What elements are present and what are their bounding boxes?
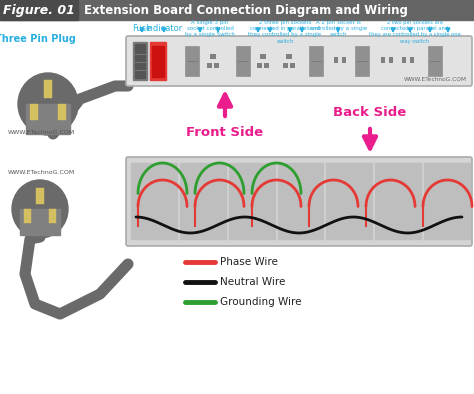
Ellipse shape — [18, 73, 78, 135]
Text: A 2 pin socket is
controlled by a single
switch: A 2 pin socket is controlled by a single… — [309, 20, 367, 37]
Bar — [150, 42, 166, 80]
Bar — [58, 104, 66, 120]
Bar — [0, 0, 474, 20]
Text: 2 two pin sockets are
connected in parallel and
they are controlled by a single : 2 two pin sockets are connected in paral… — [369, 20, 461, 44]
Bar — [135, 44, 145, 78]
Bar — [424, 163, 471, 240]
Bar — [283, 63, 288, 68]
FancyBboxPatch shape — [126, 157, 472, 246]
Bar — [355, 46, 369, 76]
Text: WWW.ETechnoG.COM: WWW.ETechnoG.COM — [8, 130, 75, 134]
Bar — [229, 163, 275, 240]
Bar — [236, 46, 250, 76]
Bar — [342, 57, 346, 63]
Bar — [24, 209, 31, 223]
Bar — [26, 104, 70, 134]
Text: A single 3 pin
socket controlled
by a single Switch: A single 3 pin socket controlled by a si… — [185, 20, 235, 37]
Bar — [49, 209, 56, 223]
Text: Extension Board Connection Diagram and Wiring: Extension Board Connection Diagram and W… — [84, 4, 408, 17]
Text: Grounding Wire: Grounding Wire — [220, 297, 301, 307]
Bar — [410, 57, 414, 63]
Bar — [260, 54, 266, 59]
Bar — [44, 80, 52, 98]
Bar — [180, 163, 227, 240]
Text: Back Side: Back Side — [333, 106, 407, 119]
Bar — [309, 46, 323, 76]
Text: WWW.ETechnoG.COM: WWW.ETechnoG.COM — [8, 169, 75, 175]
Bar — [0, 0, 78, 20]
Bar — [133, 42, 147, 80]
Bar — [30, 104, 38, 120]
Text: Phase Wire: Phase Wire — [220, 257, 278, 267]
Bar — [20, 209, 60, 235]
Bar — [286, 54, 292, 59]
Bar — [185, 46, 199, 76]
Bar — [428, 46, 442, 76]
Bar — [334, 57, 338, 63]
Text: Front Side: Front Side — [186, 126, 264, 139]
Bar — [214, 63, 219, 68]
Bar — [327, 163, 374, 240]
Bar — [389, 57, 393, 63]
Bar — [20, 94, 76, 114]
Bar — [264, 63, 269, 68]
Bar — [210, 54, 216, 59]
Ellipse shape — [12, 180, 68, 238]
Text: 2 three pin sockets
connected in parallel and
they controlled by a single
switch: 2 three pin sockets connected in paralle… — [248, 20, 321, 44]
Bar — [290, 63, 295, 68]
Bar — [36, 188, 44, 204]
FancyBboxPatch shape — [126, 36, 472, 86]
Bar — [278, 163, 324, 240]
Text: Three Pin Plug: Three Pin Plug — [0, 34, 75, 44]
Text: Neutral Wire: Neutral Wire — [220, 277, 285, 287]
Text: WWW.ETechnoG.COM: WWW.ETechnoG.COM — [404, 77, 467, 82]
Bar — [257, 63, 262, 68]
Text: Figure. 01: Figure. 01 — [3, 4, 75, 17]
Bar — [152, 46, 164, 77]
Bar — [375, 163, 422, 240]
Bar — [381, 57, 385, 63]
Bar — [14, 199, 66, 217]
Bar — [402, 57, 406, 63]
Bar — [207, 63, 212, 68]
Text: Indicator: Indicator — [146, 24, 182, 33]
Text: Fuse: Fuse — [132, 24, 152, 33]
Bar — [131, 163, 178, 240]
